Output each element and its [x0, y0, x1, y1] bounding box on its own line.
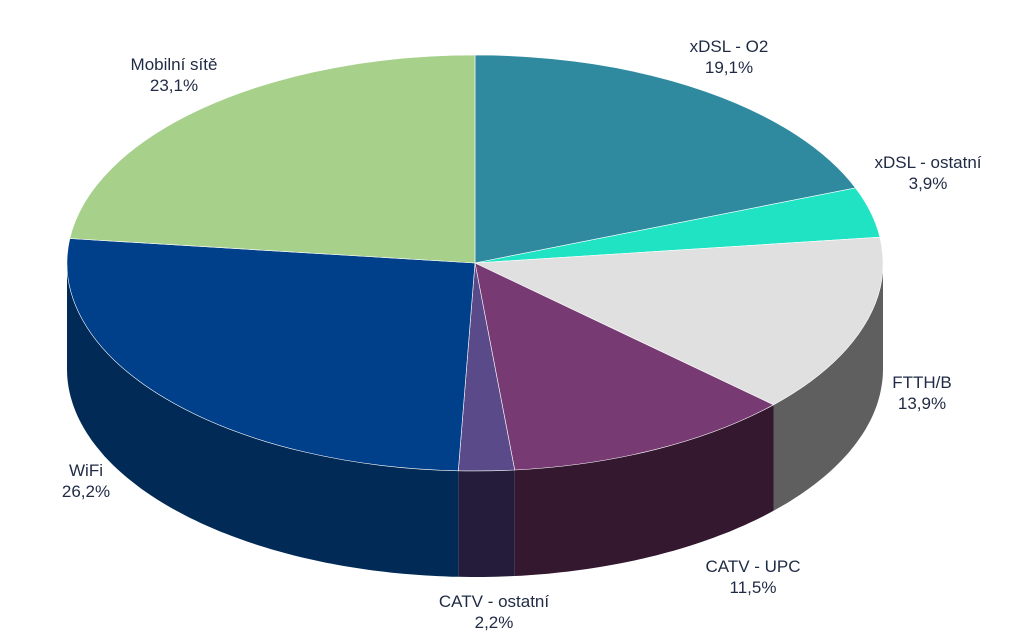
slice-value-xdsl-ostatni: 3,9%	[909, 174, 948, 193]
slice-label-catv-upc: CATV - UPC 11,5%	[705, 557, 800, 597]
slice-value-mobilni-site: 23,1%	[150, 76, 198, 95]
pie-slice-catv-upc	[474, 262, 775, 471]
pie-slice-wifi	[66, 238, 476, 472]
pie-slice-ftth-b	[473, 236, 884, 406]
slice-name-wifi: WiFi	[69, 461, 103, 480]
slice-value-xdsl-o2: 19,1%	[705, 58, 753, 77]
slice-label-mobilni-site: Mobilní sítě 23,1%	[131, 55, 218, 95]
slice-value-wifi: 26,2%	[62, 482, 110, 501]
slice-value-catv-upc: 11,5%	[730, 578, 777, 597]
slice-name-catv-upc: CATV - UPC	[705, 557, 800, 576]
slice-name-xdsl-o2: xDSL - O2	[690, 37, 769, 56]
pie-label-layer: xDSL - O2 19,1% xDSL - ostatní 3,9% FTTH/B 13…	[62, 37, 982, 632]
pie-side-catv-ostatni	[458, 470, 515, 577]
slice-label-wifi: WiFi 26,2%	[62, 461, 110, 501]
pie-side-catv-upc	[514, 404, 774, 576]
slice-value-ftth-b: 13,9%	[898, 394, 946, 413]
slice-name-ftth-b: FTTH/B	[892, 373, 952, 392]
slice-name-mobilni-site: Mobilní sítě	[131, 55, 218, 74]
slice-name-catv-ostatni: CATV - ostatní	[439, 592, 549, 611]
pie-slice-xdsl-o2	[474, 54, 857, 264]
slice-name-xdsl-ostatni: xDSL - ostatní	[874, 153, 981, 172]
pie-side-ftth-b	[773, 263, 883, 511]
slice-label-xdsl-ostatni: xDSL - ostatní 3,9%	[874, 153, 981, 193]
pie-top-layer	[66, 54, 884, 472]
pie-slice-mobilni-site	[69, 54, 476, 264]
pie-side-wifi	[67, 263, 459, 577]
slice-label-xdsl-o2: xDSL - O2 19,1%	[690, 37, 769, 77]
pie-depth-layer	[67, 263, 883, 577]
slice-value-catv-ostatni: 2,2%	[475, 613, 514, 632]
slice-label-ftth-b: FTTH/B 13,9%	[892, 373, 952, 413]
slice-label-catv-ostatni: CATV - ostatní 2,2%	[439, 592, 549, 632]
